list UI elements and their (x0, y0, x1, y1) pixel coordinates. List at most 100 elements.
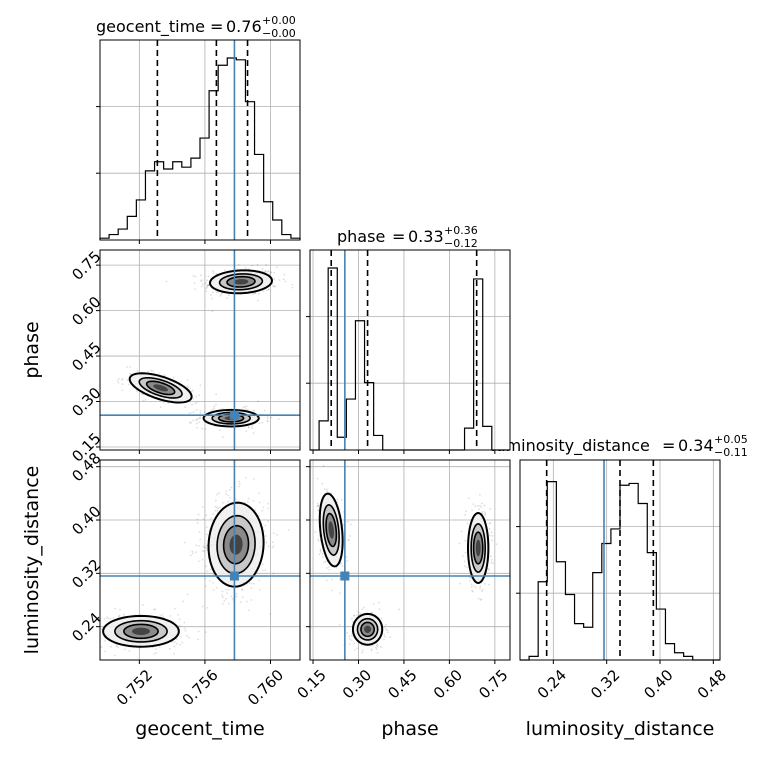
sample-point (269, 613, 271, 615)
sample-point (490, 558, 493, 561)
sample-point (182, 600, 185, 603)
sample-point (150, 369, 153, 372)
sample-point (230, 486, 233, 489)
sample-point (191, 550, 194, 553)
sample-point (173, 653, 175, 655)
sample-point (267, 520, 270, 523)
sample-point (252, 409, 255, 412)
sample-point (477, 597, 480, 600)
sample-point (165, 280, 168, 283)
sample-point (197, 560, 200, 563)
sample-point (153, 608, 155, 611)
sample-point (192, 419, 194, 422)
sample-point (211, 297, 214, 300)
sample-point (251, 427, 254, 430)
sample-point (97, 633, 99, 635)
sample-point (325, 488, 328, 491)
sample-point (464, 513, 466, 516)
sample-point (492, 562, 494, 564)
sample-point (189, 387, 192, 389)
sample-point (267, 270, 270, 272)
sample-point (470, 583, 473, 586)
hist-luminosity_distance (520, 481, 720, 661)
sample-point (270, 271, 272, 274)
sample-point (376, 652, 379, 655)
contour-phase_vs_luminosity_distance-1-3 (364, 625, 372, 633)
sample-point (241, 588, 244, 591)
sample-point (117, 646, 119, 648)
sample-point (347, 539, 349, 541)
sample-point (258, 501, 261, 504)
sample-point (291, 286, 294, 289)
sample-point (376, 645, 379, 648)
sample-point (205, 526, 208, 529)
panel-frame-2-2 (519, 459, 721, 661)
sample-point (215, 493, 218, 496)
sample-point (480, 506, 483, 508)
sample-point (199, 384, 202, 387)
sample-point (197, 513, 200, 516)
sample-point (283, 273, 286, 276)
sample-point (358, 612, 361, 614)
sample-point (349, 535, 352, 537)
sample-point (474, 505, 476, 508)
sample-point (213, 405, 216, 408)
sample-point (248, 609, 250, 612)
sample-point (189, 421, 191, 424)
xtick-label-luminosity_distance-1: 0.32 (587, 666, 623, 702)
sample-point (265, 541, 268, 544)
sample-point (126, 379, 129, 381)
sample-point (197, 417, 199, 420)
sample-point (481, 510, 484, 513)
sample-point (190, 422, 192, 424)
sample-point (264, 270, 267, 273)
sample-point (272, 541, 274, 544)
xtick-label-geocent_time-1: 0.756 (179, 666, 222, 709)
sample-point (274, 285, 277, 288)
sample-point (341, 564, 344, 567)
sample-point (268, 288, 270, 291)
sample-point (481, 588, 484, 591)
sample-point (464, 510, 467, 513)
contour-geocent_time_vs_luminosity_distance-1-3 (131, 627, 150, 635)
contour-geocent_time_vs_luminosity_distance-0-3 (229, 534, 243, 555)
sample-point (113, 654, 116, 657)
sample-point (161, 613, 164, 616)
sample-point (216, 506, 218, 509)
sample-point (479, 587, 481, 590)
sample-point (258, 579, 261, 582)
sample-point (351, 620, 354, 623)
sample-point (346, 559, 348, 562)
sample-point (188, 636, 190, 639)
sample-point (287, 529, 290, 531)
sample-point (256, 299, 259, 302)
title-phase-minus: −0.12 (444, 237, 478, 250)
sample-point (204, 631, 207, 634)
sample-point (194, 402, 197, 405)
sample-point (370, 648, 373, 651)
sample-point (316, 477, 319, 480)
title-luminosity-distance: luminosity_distance = 0.34 +0.05 −0.11 (491, 433, 748, 459)
sample-point (317, 538, 320, 541)
sample-point (380, 617, 383, 620)
sample-point (107, 617, 109, 620)
sample-point (158, 646, 161, 648)
sample-point (214, 509, 217, 512)
sample-point (319, 551, 322, 553)
sample-point (483, 511, 486, 514)
sample-point (340, 561, 342, 564)
sample-point (237, 485, 240, 488)
sample-point (211, 310, 214, 313)
sample-point (212, 272, 215, 274)
sample-point (213, 407, 216, 410)
xlabel-luminosity-distance: luminosity_distance (526, 718, 715, 740)
sample-point (378, 601, 381, 604)
sample-point (183, 541, 186, 544)
panel-frame-1-1 (309, 249, 511, 451)
truth-marker-geocent_time_vs_phase (229, 410, 239, 420)
sample-point (467, 497, 470, 500)
sample-point (463, 560, 466, 563)
title-phase: phase = 0.33 +0.36 −0.12 (337, 224, 478, 250)
sample-point (325, 579, 328, 582)
